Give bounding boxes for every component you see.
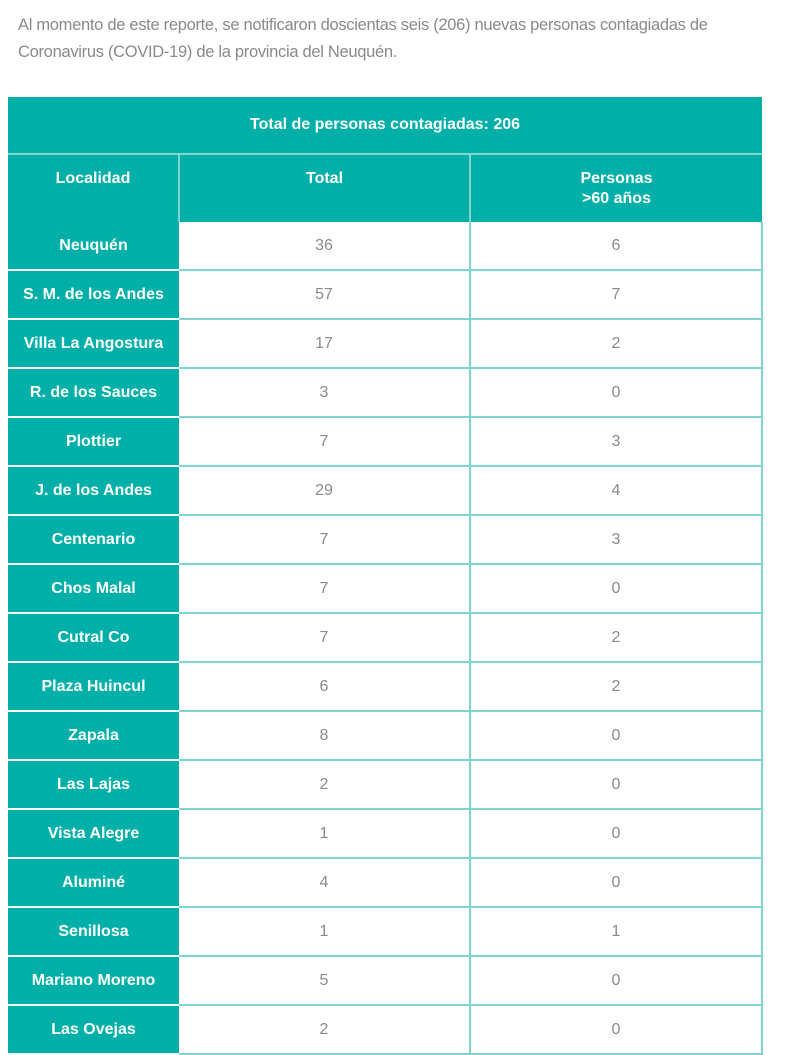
header-over-60-line2: >60 años bbox=[582, 190, 651, 207]
header-localidad: Localidad bbox=[8, 154, 180, 222]
cell-over-60: 2 bbox=[470, 613, 764, 663]
cell-over-60: 2 bbox=[470, 319, 764, 369]
cell-localidad: Aluminé bbox=[8, 858, 179, 908]
cell-over-60: 7 bbox=[470, 270, 764, 320]
table-row: Senillosa 1 1 bbox=[8, 907, 764, 957]
cell-total: 7 bbox=[179, 515, 471, 565]
cell-over-60: 3 bbox=[470, 417, 764, 467]
cell-total: 7 bbox=[179, 564, 471, 614]
cell-localidad: J. de los Andes bbox=[8, 466, 179, 516]
cell-over-60: 0 bbox=[470, 711, 764, 761]
cell-localidad: Zapala bbox=[8, 711, 179, 761]
cell-over-60: 0 bbox=[470, 368, 764, 418]
cell-total: 57 bbox=[179, 270, 471, 320]
header-over-60: Personas >60 años bbox=[470, 154, 763, 222]
cell-over-60: 0 bbox=[470, 956, 764, 1006]
table-row: J. de los Andes 29 4 bbox=[8, 466, 764, 516]
cell-localidad: Plottier bbox=[8, 417, 179, 467]
cell-total: 2 bbox=[179, 760, 471, 810]
cell-total: 7 bbox=[179, 417, 471, 467]
table-row: Plaza Huincul 6 2 bbox=[8, 662, 764, 712]
cell-total: 4 bbox=[179, 858, 471, 908]
cell-total: 1 bbox=[179, 809, 471, 859]
table-row: Neuquén 36 6 bbox=[8, 222, 764, 271]
cell-over-60: 0 bbox=[470, 564, 764, 614]
cell-over-60: 0 bbox=[470, 1005, 764, 1055]
cell-over-60: 4 bbox=[470, 466, 764, 516]
table-row: Plottier 7 3 bbox=[8, 417, 764, 467]
cell-localidad: Senillosa bbox=[8, 907, 179, 957]
cell-total: 17 bbox=[179, 319, 471, 369]
table-row: Cutral Co 7 2 bbox=[8, 613, 764, 663]
cell-over-60: 0 bbox=[470, 858, 764, 908]
intro-paragraph: Al momento de este reporte, se notificar… bbox=[18, 16, 708, 61]
cell-localidad: Las Ovejas bbox=[8, 1005, 179, 1055]
table-row: Vista Alegre 1 0 bbox=[8, 809, 764, 859]
cell-localidad: R. de los Sauces bbox=[8, 368, 179, 418]
table-row: Chos Malal 7 0 bbox=[8, 564, 764, 614]
cell-localidad: Villa La Angostura bbox=[8, 319, 179, 369]
cell-total: 1 bbox=[179, 907, 471, 957]
cell-localidad: Chos Malal bbox=[8, 564, 179, 614]
cell-total: 8 bbox=[179, 711, 471, 761]
table-row: Aluminé 4 0 bbox=[8, 858, 764, 908]
cell-localidad: Plaza Huincul bbox=[8, 662, 179, 712]
table-row: Centenario 7 3 bbox=[8, 515, 764, 565]
cell-localidad: Las Lajas bbox=[8, 760, 179, 810]
table-row: Zapala 8 0 bbox=[8, 711, 764, 761]
cell-total: 29 bbox=[179, 466, 471, 516]
cell-localidad: S. M. de los Andes bbox=[8, 270, 179, 320]
cell-total: 3 bbox=[179, 368, 471, 418]
cell-over-60: 6 bbox=[470, 222, 764, 271]
cell-over-60: 0 bbox=[470, 760, 764, 810]
header-total: Total bbox=[179, 154, 471, 222]
cell-total: 2 bbox=[179, 1005, 471, 1055]
table-row: Villa La Angostura 17 2 bbox=[8, 319, 764, 369]
cell-over-60: 0 bbox=[470, 809, 764, 859]
table-row: S. M. de los Andes 57 7 bbox=[8, 270, 764, 320]
cases-table: Total de personas contagiadas: 206 Local… bbox=[8, 97, 764, 1055]
cell-total: 36 bbox=[179, 222, 471, 271]
cell-localidad: Neuquén bbox=[8, 222, 179, 271]
table-row: Las Lajas 2 0 bbox=[8, 760, 764, 810]
cell-over-60: 1 bbox=[470, 907, 764, 957]
table-row: Mariano Moreno 5 0 bbox=[8, 956, 764, 1006]
cell-localidad: Cutral Co bbox=[8, 613, 179, 663]
cell-over-60: 3 bbox=[470, 515, 764, 565]
table-row: Las Ovejas 2 0 bbox=[8, 1005, 764, 1055]
cell-total: 6 bbox=[179, 662, 471, 712]
header-over-60-line1: Personas bbox=[580, 170, 653, 187]
cell-over-60: 2 bbox=[470, 662, 764, 712]
cell-localidad: Mariano Moreno bbox=[8, 956, 179, 1006]
cell-localidad: Vista Alegre bbox=[8, 809, 179, 859]
table-title: Total de personas contagiadas: 206 bbox=[8, 97, 763, 155]
cell-total: 7 bbox=[179, 613, 471, 663]
cell-total: 5 bbox=[179, 956, 471, 1006]
cell-localidad: Centenario bbox=[8, 515, 179, 565]
table-row: R. de los Sauces 3 0 bbox=[8, 368, 764, 418]
